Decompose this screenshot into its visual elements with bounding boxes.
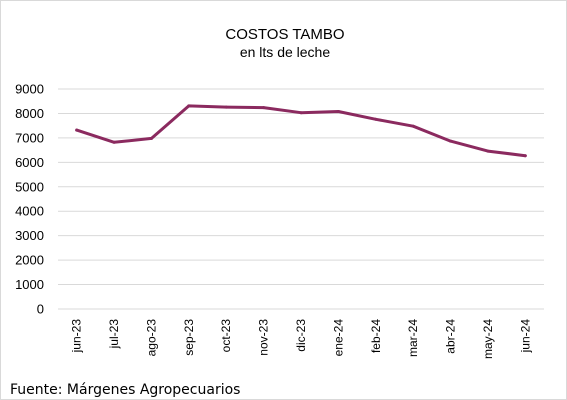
data-point — [374, 117, 378, 121]
x-tick-label: jun-24 — [518, 319, 532, 354]
y-tick-label: 4000 — [15, 204, 44, 219]
x-tick-label: nov-23 — [257, 319, 271, 356]
y-tick-label: 9000 — [15, 82, 44, 97]
x-axis-ticks: jun-23 jul-23 ago-23 sep-23 oct-23 nov-23 dic-… — [70, 319, 533, 359]
chart-subtitle: en lts de leche — [240, 44, 330, 60]
x-tick-label: jul-23 — [107, 319, 121, 350]
series-layer — [75, 104, 527, 158]
data-point — [150, 136, 153, 140]
x-tick-label: dic-23 — [294, 319, 308, 352]
y-tick-label: 2000 — [15, 253, 44, 268]
gridlines — [58, 88, 544, 310]
source-note: Fuente: Márgenes Agropecuarios — [10, 382, 240, 398]
data-point — [299, 111, 303, 115]
x-tick-label: may-24 — [481, 319, 495, 359]
chart-title: COSTOS TAMBO — [225, 26, 344, 43]
data-point — [486, 149, 490, 153]
data-point — [112, 140, 116, 144]
x-tick-label: jun-23 — [70, 319, 84, 354]
y-tick-label: 5000 — [15, 179, 44, 194]
y-tick-label: 0 — [37, 302, 44, 317]
x-tick-label: sep-23 — [182, 319, 196, 356]
x-tick-label: oct-23 — [219, 319, 233, 353]
data-point — [75, 128, 79, 132]
x-tick-label: feb-24 — [369, 319, 383, 353]
y-tick-label: 6000 — [15, 155, 44, 170]
y-tick-label: 3000 — [15, 228, 44, 243]
x-tick-label: ene-24 — [331, 319, 345, 357]
y-tick-label: 1000 — [15, 277, 44, 292]
x-tick-label: mar-24 — [406, 319, 420, 357]
y-axis-ticks: 0 1000 2000 3000 4000 5000 6000 7000 8000 9000 — [15, 82, 44, 317]
data-point — [411, 124, 415, 128]
data-point — [449, 139, 452, 143]
x-tick-label: ago-23 — [144, 319, 158, 357]
data-point — [336, 110, 340, 113]
data-point — [262, 106, 266, 110]
data-point — [523, 154, 527, 158]
data-point — [187, 104, 191, 108]
x-tick-label: abr-24 — [444, 319, 458, 354]
y-tick-label: 8000 — [15, 106, 44, 121]
y-tick-label: 7000 — [15, 130, 44, 145]
data-point — [224, 105, 228, 109]
